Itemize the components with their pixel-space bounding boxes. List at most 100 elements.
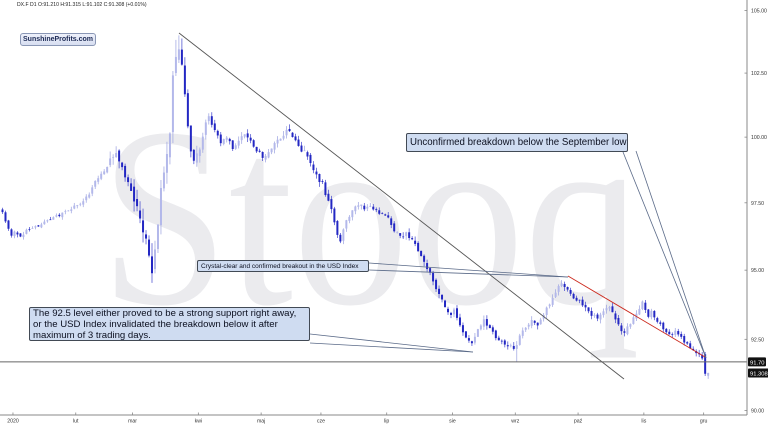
candle-body [198,149,201,156]
x-tick-label: sie [449,419,456,425]
candle-body [447,308,450,313]
candle-body [58,214,61,217]
candle-body [252,140,255,147]
candle-body [482,319,485,327]
candle-body [408,232,411,239]
candle-body [393,223,396,232]
candle-body [554,292,557,297]
candle-body [450,312,452,315]
candle-body [611,306,614,313]
candle-body [638,308,641,315]
candle-body [28,229,31,230]
candle-body [593,315,596,317]
candle-body [662,322,665,330]
candle-body [485,319,488,326]
candle-body [539,319,542,325]
candle-body [210,116,213,125]
candle-body [569,289,572,294]
candle-body [372,206,375,210]
candle-body [82,201,85,205]
candle-body [234,145,237,149]
candle-body [494,330,497,339]
candle-body [309,154,312,164]
candle-body [429,268,432,273]
candle-body [1,209,4,213]
candle-body [115,153,118,157]
candle-body [180,49,183,65]
red-resistance-line [567,275,706,358]
candle-body [396,232,399,233]
candle-body [171,75,174,133]
candle-body [432,272,435,282]
candle-body [438,288,441,294]
candle-body [602,311,605,316]
candle-body [581,299,584,306]
y-tick-label: 100.00 [751,135,767,141]
candle-body [596,314,599,319]
x-tick-label: kwi [195,419,203,425]
candle-body [273,143,276,150]
candle-body [560,283,563,286]
x-tick-label: lis [641,419,646,425]
candle-body [566,287,569,290]
candle-body [162,172,165,189]
candle-body [530,320,533,326]
candle-body [22,234,25,238]
candle-body [52,217,55,220]
candle-body [327,193,330,201]
candle-body [297,139,300,146]
x-tick-label: cze [317,419,325,425]
candle-body [683,335,686,343]
candle-body [515,345,518,349]
candle-body [354,206,357,212]
candle-body [650,310,653,318]
candle-body [133,186,136,202]
candle-body [387,215,390,218]
candle-body [423,255,426,262]
candle-body [461,325,464,333]
candle-body [189,125,192,152]
candle-body [527,324,530,327]
candle-body [19,233,22,237]
candle-body [518,335,521,345]
candle-body [632,317,635,324]
candle-body [629,324,632,327]
candle-body [168,133,171,158]
x-tick-label: lut [73,419,79,425]
candle-body [605,308,608,311]
candle-body [306,152,309,157]
candle-body [222,139,225,144]
candle-body [61,212,64,218]
candle-body [512,345,515,349]
candle-body [312,164,315,171]
callout-wedge-line [622,151,707,359]
quote-info-line: DX.F D1 O:91.210 H:91.315 L:91.102 C:91.… [17,2,147,8]
candle-body [49,219,52,221]
candle-body [414,240,417,244]
candle-body [88,194,91,198]
candle-body [599,314,602,320]
candle-body [411,238,414,240]
candle-body [333,208,336,223]
candle-body [55,215,58,217]
candle-body [536,322,539,326]
note-support: The 92.5 level either proved to be a str… [29,307,310,341]
declining-trendline [178,32,625,380]
candle-body [680,333,683,337]
candle-body [237,140,240,146]
candle-body [142,220,145,233]
x-tick-label: lip [384,419,389,425]
candle-body [145,234,148,239]
candle-body [315,171,318,175]
candle-body [701,354,704,359]
hline-price-marker-box [748,357,766,367]
candle-body [243,134,246,137]
candle-body [219,134,222,144]
x-tick-label: gru [700,419,708,425]
candle-body [521,330,524,336]
candle-body [617,317,620,325]
candle-body [94,180,97,187]
candle-body [124,165,127,178]
candle-body [264,155,267,160]
